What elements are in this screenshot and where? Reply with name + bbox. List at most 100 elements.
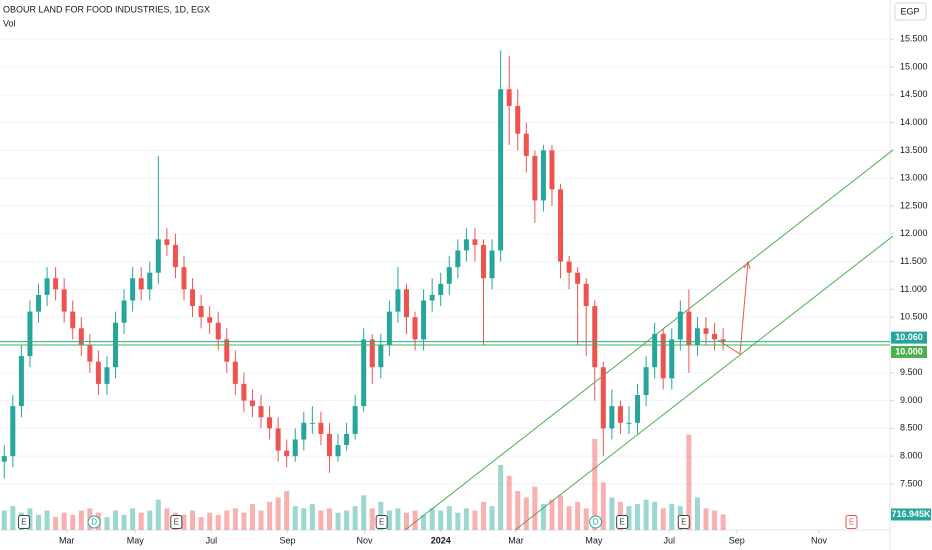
y-tick-label: 15.500 <box>900 34 928 44</box>
candle-body <box>506 89 512 106</box>
candle-body <box>198 306 204 318</box>
candle-body <box>207 317 213 323</box>
candle-body <box>18 356 24 407</box>
volume-bar <box>241 512 247 530</box>
volume-bar <box>292 506 298 530</box>
volume-bar <box>215 514 221 530</box>
candle-body <box>583 283 589 307</box>
candle-body <box>53 278 59 290</box>
y-tick-label: 12.000 <box>900 228 928 238</box>
chart-title: OBOUR LAND FOR FOOD INDUSTRIES, 1D, EGX <box>3 4 210 14</box>
candle-body <box>241 383 247 401</box>
volume-bar <box>318 510 324 530</box>
volume-bar <box>258 510 264 530</box>
event-label: E <box>849 518 854 527</box>
candle-body <box>335 445 341 457</box>
event-marker <box>170 515 183 529</box>
candle-body <box>686 311 692 345</box>
event-label: E <box>619 518 624 527</box>
event-marker <box>677 515 690 529</box>
candle-body <box>36 294 42 312</box>
candle-body <box>489 250 495 279</box>
volume-bar <box>224 510 230 530</box>
volume-bar <box>267 501 273 530</box>
candle-body <box>617 406 623 423</box>
y-tick-label: 13.500 <box>900 145 928 155</box>
candle-body <box>575 272 581 284</box>
candle-body <box>626 422 632 424</box>
currency-button[interactable] <box>894 2 927 21</box>
volume-title: Vol <box>3 18 16 28</box>
volume-bar <box>558 495 564 530</box>
y-tick-label: 8.500 <box>900 423 923 433</box>
volume-bar <box>232 508 238 530</box>
candle-body <box>155 239 161 273</box>
event-marker <box>845 515 858 529</box>
volume-bar <box>643 499 649 530</box>
volume-bar <box>583 508 589 530</box>
y-tick-label: 9.500 <box>900 367 923 377</box>
candle-body <box>540 150 546 201</box>
volume-bar <box>446 506 452 530</box>
volume-bar <box>686 434 692 530</box>
volume-bar <box>1 510 7 530</box>
currency-label: EGP <box>900 6 919 16</box>
x-tick-label: May <box>127 535 145 545</box>
volume-bar <box>10 506 16 530</box>
x-tick-label: Mar <box>508 535 524 545</box>
candle-body <box>1 456 7 462</box>
volume-bar <box>592 439 598 530</box>
x-tick-label: Jul <box>206 535 218 545</box>
volume-bar <box>575 501 581 530</box>
candle-body <box>558 189 564 262</box>
candle-body <box>421 300 427 340</box>
candle-body <box>515 105 521 134</box>
volume-bar <box>130 508 136 530</box>
y-tick-label: 15.000 <box>900 61 928 71</box>
volume-bar <box>412 510 418 530</box>
candle-body <box>660 333 666 379</box>
x-tick-label: May <box>585 535 603 545</box>
candle-body <box>609 406 615 429</box>
volume-bar <box>121 514 127 530</box>
x-tick-label: 2024 <box>431 535 451 545</box>
event-label: E <box>21 518 26 527</box>
volume-bar <box>489 506 495 530</box>
volume-bar <box>386 510 392 530</box>
candle-body <box>600 367 606 429</box>
candle-body <box>412 317 418 340</box>
candle-body <box>138 278 144 290</box>
volume-bar <box>481 501 487 530</box>
volume-bar <box>198 517 204 530</box>
volume-bar <box>609 497 615 530</box>
candle-body <box>258 406 264 418</box>
candle-body <box>523 133 529 156</box>
candle-body <box>549 150 555 190</box>
volume-bar <box>506 475 512 530</box>
volume-bar <box>104 517 110 530</box>
x-tick-label: Sep <box>729 535 745 545</box>
price-label: 10.000 <box>895 346 923 356</box>
candle-body <box>455 250 461 268</box>
candle-body <box>172 244 178 268</box>
volume-bar <box>53 517 59 530</box>
volume-bar <box>249 504 255 530</box>
candle-body <box>463 239 469 251</box>
candle-body <box>712 333 718 340</box>
candle-body <box>87 344 93 362</box>
volume-bar <box>703 508 709 530</box>
candle-body <box>232 361 238 384</box>
volume-bar <box>138 512 144 530</box>
volume-bar <box>472 510 478 530</box>
volume-bar <box>540 504 546 530</box>
candle-body <box>378 344 384 368</box>
x-tick-label: Jul <box>663 535 675 545</box>
volume-bar <box>352 506 358 530</box>
volume-bar <box>566 506 572 530</box>
volume-bar <box>669 504 675 530</box>
candle-body <box>592 306 598 368</box>
candle-body <box>267 417 273 429</box>
volume-bar <box>326 508 332 530</box>
volume-label-box <box>891 508 931 521</box>
